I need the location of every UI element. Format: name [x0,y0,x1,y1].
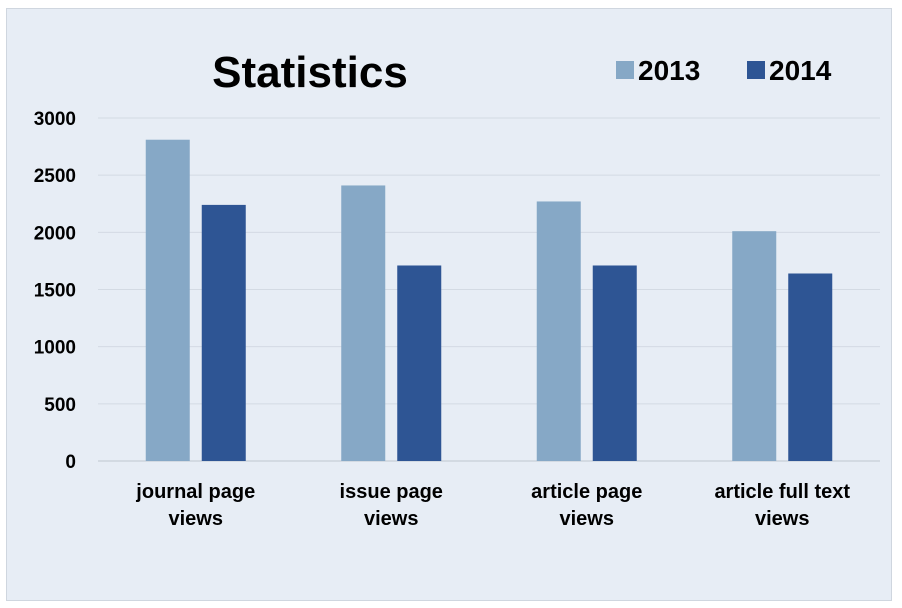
x-tick-label: article full text [714,481,850,503]
bar-2013-3 [732,231,777,461]
x-tick-label: views [169,508,223,530]
bar-2014-3 [788,273,833,461]
x-tick-label: views [560,508,614,530]
legend-label-2014: 2014 [769,55,832,86]
y-tick-label: 500 [44,395,76,416]
bar-2014-0 [201,204,246,462]
legend: 2013 2014 [616,55,832,86]
y-axis: 0 500 1000 1500 2000 2500 3000 [34,109,76,473]
bar-2013-2 [536,201,581,462]
x-tick-label: article page [531,481,642,503]
bars [145,139,833,462]
bar-2014-2 [592,265,637,461]
chart-title: Statistics [212,48,408,97]
bar-2013-1 [341,185,386,461]
legend-swatch-2014 [747,61,765,79]
y-tick-label: 1000 [34,338,76,359]
y-tick-label: 1500 [34,281,76,302]
x-tick-label: views [364,508,418,530]
y-tick-label: 3000 [34,109,76,130]
legend-label-2013: 2013 [638,55,700,86]
x-tick-label: views [755,508,809,530]
bar-2014-1 [397,265,442,461]
legend-swatch-2013 [616,61,634,79]
y-tick-label: 2500 [34,166,76,187]
y-tick-label: 2000 [34,223,76,244]
bar-2013-0 [145,139,190,461]
x-tick-label: journal page [135,481,255,503]
x-tick-label: issue page [340,481,443,503]
y-tick-label: 0 [65,452,76,473]
x-axis: journal page views issue page views article … [135,481,850,530]
